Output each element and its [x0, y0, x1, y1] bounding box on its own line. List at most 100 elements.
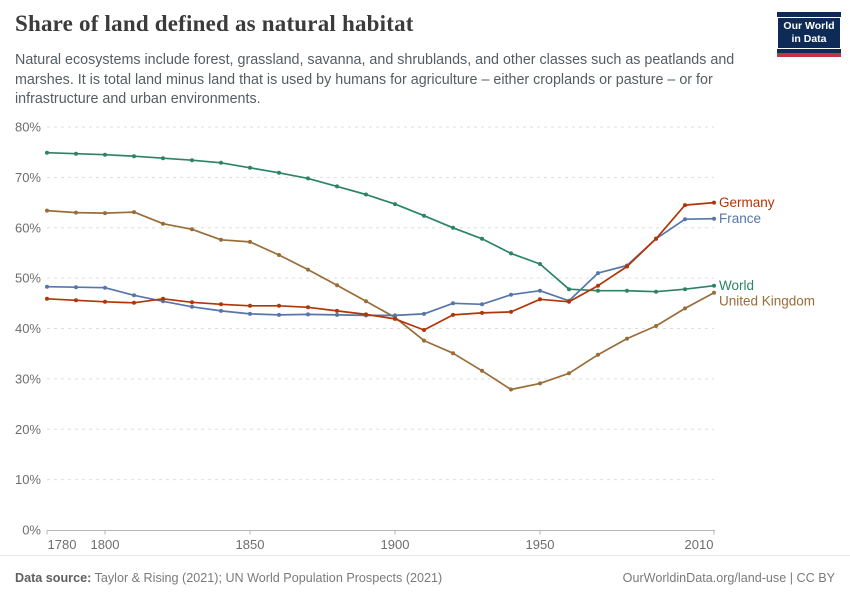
data-point-france-1930[interactable] — [480, 302, 484, 307]
data-point-world-1850[interactable] — [248, 165, 252, 170]
data-point-united-kingdom-1950[interactable] — [538, 381, 542, 386]
data-point-united-kingdom-1870[interactable] — [306, 267, 310, 272]
data-point-world-1830[interactable] — [190, 158, 194, 163]
data-point-world-1820[interactable] — [161, 156, 165, 161]
data-point-united-kingdom-1970[interactable] — [596, 352, 600, 357]
data-point-world-1960[interactable] — [567, 287, 571, 292]
data-point-world-1800[interactable] — [103, 152, 107, 157]
data-point-germany-1910[interactable] — [422, 328, 426, 332]
data-point-world-1840[interactable] — [219, 160, 223, 165]
data-point-france-1860[interactable] — [277, 312, 281, 317]
data-point-france-1920[interactable] — [451, 301, 455, 306]
data-point-france-1880[interactable] — [335, 312, 339, 317]
data-point-germany-1970[interactable] — [596, 283, 600, 288]
data-point-france-1850[interactable] — [248, 311, 252, 316]
data-point-france-1830[interactable] — [190, 304, 194, 309]
data-point-world-1810[interactable] — [132, 154, 136, 159]
data-point-germany-1850[interactable] — [248, 303, 252, 308]
data-point-world-2000[interactable] — [683, 287, 687, 292]
owid-url-license-link[interactable]: OurWorldinData.org/land-use | CC BY — [622, 571, 835, 585]
data-point-united-kingdom-1880[interactable] — [335, 283, 339, 288]
series-line-united-kingdom[interactable] — [45, 208, 716, 392]
data-point-world-1790[interactable] — [74, 151, 78, 156]
data-point-united-kingdom-1790[interactable] — [74, 210, 78, 215]
data-point-germany-1990[interactable] — [654, 236, 658, 241]
data-point-united-kingdom-1780[interactable] — [45, 208, 49, 213]
data-point-germany-1870[interactable] — [306, 305, 310, 310]
data-point-france-1780[interactable] — [45, 284, 49, 289]
data-point-france-1840[interactable] — [219, 308, 223, 313]
data-point-france-1970[interactable] — [596, 271, 600, 276]
data-point-france-1950[interactable] — [538, 288, 542, 293]
data-point-united-kingdom-2000[interactable] — [683, 306, 687, 311]
data-point-germany-1900[interactable] — [393, 316, 397, 321]
series-line-germany[interactable] — [45, 200, 716, 332]
series-label-germany[interactable]: Germany — [719, 195, 775, 210]
data-point-france-1870[interactable] — [306, 312, 310, 317]
data-point-france-1940[interactable] — [509, 292, 513, 297]
data-point-france-1910[interactable] — [422, 311, 426, 316]
data-point-germany-1940[interactable] — [509, 309, 513, 314]
data-point-germany-1860[interactable] — [277, 303, 281, 308]
data-point-france-1800[interactable] — [103, 285, 107, 290]
data-point-united-kingdom-2010[interactable] — [712, 290, 716, 295]
data-point-world-1990[interactable] — [654, 289, 658, 294]
data-point-united-kingdom-1830[interactable] — [190, 227, 194, 232]
series-label-france[interactable]: France — [719, 211, 761, 226]
data-point-world-1930[interactable] — [480, 236, 484, 241]
data-point-germany-1840[interactable] — [219, 302, 223, 307]
data-point-germany-1800[interactable] — [103, 299, 107, 304]
data-point-united-kingdom-1810[interactable] — [132, 210, 136, 215]
data-point-world-1780[interactable] — [45, 150, 49, 155]
series-path-world[interactable] — [46, 151, 715, 293]
data-point-united-kingdom-1860[interactable] — [277, 253, 281, 257]
data-point-germany-1980[interactable] — [625, 264, 629, 269]
data-point-france-1790[interactable] — [74, 285, 78, 290]
data-point-united-kingdom-1800[interactable] — [103, 211, 107, 216]
data-point-world-1920[interactable] — [451, 225, 455, 230]
data-point-world-1950[interactable] — [538, 262, 542, 266]
series-label-united-kingdom[interactable]: United Kingdom — [719, 294, 815, 309]
data-point-united-kingdom-1960[interactable] — [567, 371, 571, 376]
data-point-germany-1810[interactable] — [132, 300, 136, 305]
data-point-world-1910[interactable] — [422, 213, 426, 218]
data-point-united-kingdom-1990[interactable] — [654, 324, 658, 328]
data-point-germany-1790[interactable] — [74, 298, 78, 303]
data-point-germany-1820[interactable] — [161, 296, 165, 301]
data-point-united-kingdom-1910[interactable] — [422, 338, 426, 343]
series-line-world[interactable] — [45, 150, 716, 294]
data-point-france-1900[interactable] — [393, 313, 397, 318]
data-point-united-kingdom-1890[interactable] — [364, 299, 368, 304]
data-point-united-kingdom-1850[interactable] — [248, 239, 252, 244]
data-point-united-kingdom-1980[interactable] — [625, 336, 629, 341]
data-point-germany-1880[interactable] — [335, 308, 339, 313]
data-point-germany-1950[interactable] — [538, 297, 542, 302]
data-point-france-1810[interactable] — [132, 293, 136, 298]
data-point-germany-1930[interactable] — [480, 310, 484, 315]
data-point-germany-2000[interactable] — [683, 203, 687, 208]
series-label-world[interactable]: World — [719, 278, 754, 293]
data-point-world-2010[interactable] — [712, 283, 716, 288]
data-point-world-1880[interactable] — [335, 184, 339, 189]
data-point-germany-1960[interactable] — [567, 299, 571, 304]
data-point-germany-2010[interactable] — [712, 200, 716, 205]
data-point-united-kingdom-1940[interactable] — [509, 387, 513, 392]
data-point-united-kingdom-1930[interactable] — [480, 368, 484, 373]
series-path-united-kingdom[interactable] — [46, 209, 715, 391]
data-point-united-kingdom-1820[interactable] — [161, 221, 165, 226]
data-point-world-1870[interactable] — [306, 176, 310, 181]
data-point-world-1890[interactable] — [364, 192, 368, 197]
data-point-world-1970[interactable] — [596, 288, 600, 293]
series-path-germany[interactable] — [46, 201, 715, 331]
data-point-world-1940[interactable] — [509, 251, 513, 256]
data-point-germany-1780[interactable] — [45, 296, 49, 301]
data-point-france-2010[interactable] — [712, 216, 716, 221]
owid-logo[interactable]: Our World in Data — [777, 12, 841, 57]
data-point-germany-1890[interactable] — [364, 312, 368, 317]
data-point-world-1980[interactable] — [625, 288, 629, 293]
data-point-germany-1920[interactable] — [451, 312, 455, 317]
data-point-united-kingdom-1840[interactable] — [219, 237, 223, 242]
data-point-world-1860[interactable] — [277, 170, 281, 175]
data-point-france-2000[interactable] — [683, 217, 687, 222]
data-point-united-kingdom-1920[interactable] — [451, 351, 455, 356]
